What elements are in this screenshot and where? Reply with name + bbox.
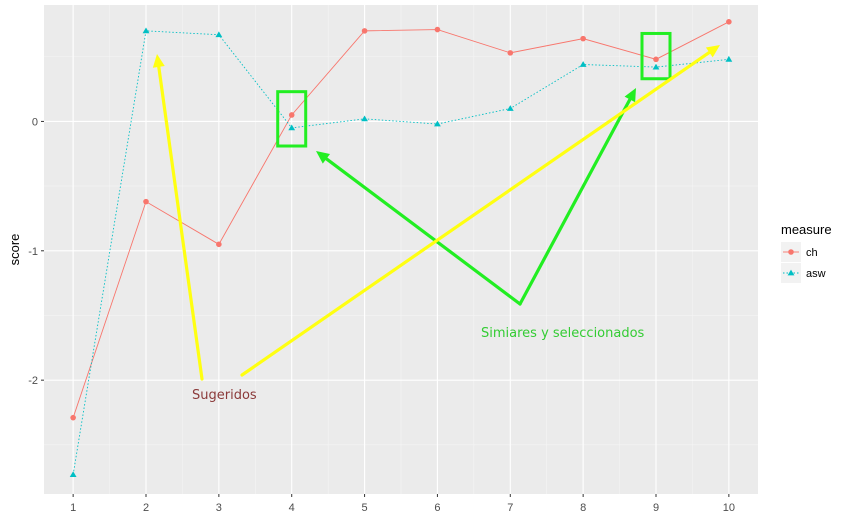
legend-label-asw: asw	[806, 268, 826, 280]
legend-label-ch: ch	[806, 247, 818, 259]
point-asw	[69, 471, 77, 477]
green-arrow-right-head	[624, 88, 636, 103]
point-asw	[361, 115, 368, 122]
x-tick-label: 6	[434, 502, 440, 514]
point-asw	[652, 63, 660, 70]
y-axis-title: score	[7, 234, 22, 266]
y-tick-label: -2	[28, 375, 38, 387]
yellow-arrow-up	[157, 65, 204, 381]
annotation-sugeridos: Sugeridos	[192, 388, 257, 403]
x-tick-label: 8	[580, 502, 586, 514]
green-arrow-left-head	[316, 151, 330, 164]
point-ch	[361, 28, 368, 34]
x-tick-label: 5	[362, 502, 368, 514]
point-asw	[142, 27, 150, 34]
point-ch	[143, 198, 149, 205]
x-tick-label: 9	[653, 502, 659, 514]
x-tick-label: 2	[143, 502, 149, 514]
point-ch	[70, 414, 76, 421]
point-ch	[434, 26, 441, 33]
point-asw	[725, 55, 733, 62]
yellow-arrow-diagonal	[240, 50, 711, 377]
highlight-box	[640, 31, 672, 81]
yellow-arrow-diagonal-head	[705, 45, 720, 58]
highlight-box	[276, 90, 308, 148]
point-asw	[288, 124, 296, 131]
point-ch	[653, 56, 659, 63]
x-tick-label: 3	[216, 502, 222, 514]
series-line-ch	[72, 21, 730, 418]
point-asw	[787, 269, 795, 276]
x-tick-label: 1	[70, 502, 76, 514]
point-asw	[215, 31, 223, 38]
x-tick-label: 4	[289, 502, 295, 514]
point-ch	[216, 241, 222, 248]
y-tick-label: -1	[28, 246, 38, 258]
point-asw	[579, 61, 587, 67]
legend-title: measure	[781, 222, 832, 237]
green-arrow-left	[324, 157, 522, 306]
point-ch	[288, 112, 295, 118]
y-tick-label: 0	[32, 116, 38, 128]
annotation-similares: Simiares y seleccionados	[481, 326, 645, 341]
point-asw	[506, 105, 514, 111]
x-tick-label: 10	[723, 502, 735, 514]
point-ch	[507, 50, 514, 56]
x-tick-label: 7	[507, 502, 513, 514]
point-asw	[434, 120, 441, 127]
point-ch	[726, 19, 732, 25]
point-ch	[580, 35, 586, 42]
yellow-arrow-up-head	[152, 54, 165, 68]
green-arrow-right	[518, 97, 632, 306]
point-ch	[788, 249, 794, 255]
